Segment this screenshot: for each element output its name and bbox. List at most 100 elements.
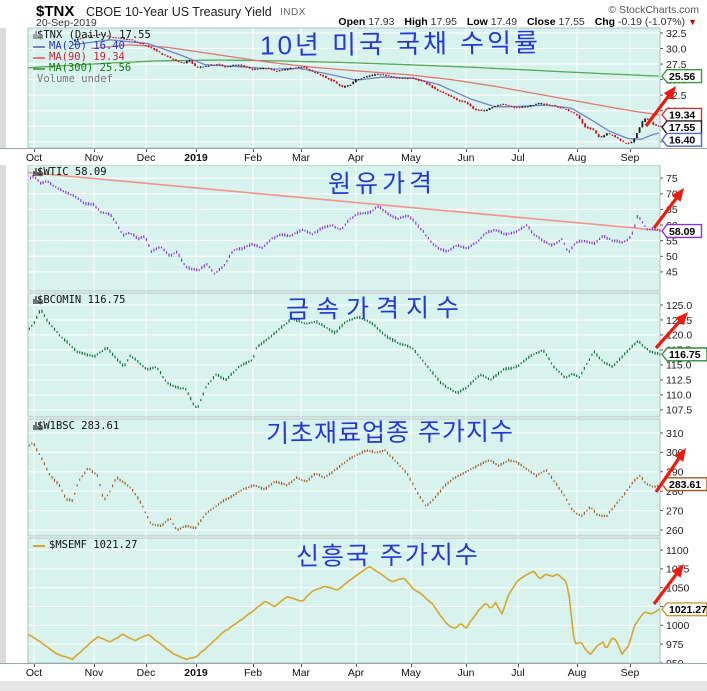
month-tick <box>576 664 578 667</box>
month-tick <box>145 149 147 152</box>
month-tick <box>576 149 578 152</box>
month-tick <box>629 149 631 152</box>
axis-tick-label: 45 <box>666 267 678 279</box>
month-label-oct: Oct <box>25 152 43 164</box>
up-arrow-icon <box>663 86 676 100</box>
high-label: High <box>404 16 428 28</box>
open-label: Open <box>338 16 366 28</box>
month-label-feb: Feb <box>243 667 263 679</box>
axis-tick-label: 310 <box>666 428 684 440</box>
candles-up <box>74 34 646 144</box>
axis-tick-label: 65 <box>666 204 678 216</box>
up-arrow-icon <box>671 564 684 578</box>
price-box-116.75 <box>661 347 707 362</box>
chg-label: Chg <box>594 16 616 28</box>
month-tick <box>410 149 412 152</box>
exchange-label: INDX <box>280 7 306 18</box>
axis-tick-label: 260 <box>666 525 684 537</box>
month-tick <box>34 149 35 152</box>
chg-value: -0.19 (-1.07%) <box>618 16 686 28</box>
ohlc-quote-row: Open 17.93 High 17.95 Low 17.49 Close 17… <box>331 16 697 28</box>
price-box-1021.27 <box>661 602 707 617</box>
ticker-symbol: $TNX <box>36 3 75 20</box>
month-label-aug: Aug <box>567 152 587 164</box>
panel-tnx: 32.530.027.525.022.520.017.515.025.5619.… <box>0 27 707 149</box>
month-label-may: May <box>401 667 421 679</box>
month-label-apr: Apr <box>347 152 365 164</box>
axis-tick-label: 975 <box>666 639 684 651</box>
axis-tick-label: 112.5 <box>666 375 692 387</box>
plot-area-msemf[interactable]: 110010751050102510009759501021.27 <box>0 537 707 670</box>
axis-tick-label: 32.5 <box>666 28 687 40</box>
close-value: 17.55 <box>558 16 585 28</box>
close-label: Close <box>526 16 556 28</box>
plot-area-bcomin[interactable]: 125.0122.5120.0117.5115.0112.5110.0107.5… <box>0 292 707 418</box>
price-box-value: 25.56 <box>669 71 695 83</box>
axis-tick-label: 270 <box>666 505 684 517</box>
plot-area-wtic[interactable]: 7570656055504558.09 <box>0 164 707 292</box>
up-arrow-icon <box>675 312 688 326</box>
axis-tick-label: 27.5 <box>666 59 687 71</box>
axis-tick-label: 55 <box>666 235 678 247</box>
series-wtic-bars <box>29 175 661 275</box>
month-label-sep: Sep <box>620 152 640 164</box>
left-edge-strip <box>0 0 6 691</box>
month-label-jun: Jun <box>457 667 475 679</box>
series-ma-20- <box>72 39 659 140</box>
price-box-value: 283.61 <box>669 479 701 491</box>
month-tick <box>252 149 254 152</box>
month-tick <box>93 149 95 152</box>
month-tick <box>301 149 303 152</box>
month-tick <box>356 664 357 667</box>
xaxis-strip-2: Oct Nov Dec 2019 Feb Mar Apr May Jun Jul Aug Sep <box>0 663 707 681</box>
price-box-value: 16.40 <box>669 135 695 147</box>
month-label-oct: Oct <box>25 667 43 679</box>
axis-tick-label: 75 <box>666 173 678 185</box>
instrument-name: CBOE 10-Year US Treasury Yield <box>86 5 272 19</box>
down-triangle-icon: ▼ <box>688 17 697 27</box>
axis-tick-label: 110.0 <box>666 390 692 402</box>
month-tick <box>517 664 519 667</box>
month-tick <box>517 149 519 152</box>
month-label-feb: Feb <box>243 152 263 164</box>
month-tick <box>145 664 147 667</box>
price-box-value: 58.09 <box>669 226 695 238</box>
month-label-apr: Apr <box>347 667 365 679</box>
month-label-mar: Mar <box>291 152 311 164</box>
month-tick <box>252 664 254 667</box>
month-label-2019: 2019 <box>184 152 208 164</box>
month-label-dec: Dec <box>136 667 156 679</box>
chart-date: 20-Sep-2019 <box>36 17 97 29</box>
series-ma-90- <box>91 44 659 116</box>
plot-area-tnx[interactable]: 32.530.027.525.022.520.017.515.025.5619.… <box>0 27 707 149</box>
series-ma-300- <box>27 59 659 77</box>
panel-wtic: 7570656055504558.09$WTIC 58.09 <box>0 164 707 292</box>
copyright-label: © StockCharts.com <box>608 4 699 16</box>
month-tick <box>356 149 357 152</box>
panel-msemf: 110010751050102510009759501021.27$MSEMF … <box>0 537 707 670</box>
series-downtrend-line <box>27 171 661 232</box>
high-value: 17.95 <box>430 16 457 28</box>
panel-w1bsc: 310 300 290 280 270 260 283.61 $W1BSC 283.61 <box>0 418 707 537</box>
axis-tick-label: 1000 <box>666 620 690 632</box>
axis-tick-label: 50 <box>666 251 678 263</box>
price-box-value: 19.34 <box>669 110 695 122</box>
axis-tick-label: 1050 <box>666 582 690 594</box>
panel-bcomin: 125.0122.5120.0117.5115.0112.5110.0107.5… <box>0 292 707 418</box>
chart-header: $TNX CBOE 10-Year US Treasury Yield INDX… <box>0 0 707 29</box>
month-label-dec: Dec <box>136 152 156 164</box>
price-box-19.34 <box>661 107 703 122</box>
low-label: Low <box>466 16 488 28</box>
price-box-value: 1021.27 <box>669 604 707 616</box>
month-label-nov: Nov <box>84 667 104 679</box>
month-label-aug: Aug <box>567 667 587 679</box>
price-box-value: 116.75 <box>669 349 701 361</box>
price-box-16.40 <box>661 132 703 147</box>
month-tick <box>629 664 631 667</box>
bottom-edge-strip <box>0 680 707 691</box>
price-box-25.56 <box>661 69 703 84</box>
month-tick <box>195 149 197 152</box>
month-label-may: May <box>401 152 421 164</box>
